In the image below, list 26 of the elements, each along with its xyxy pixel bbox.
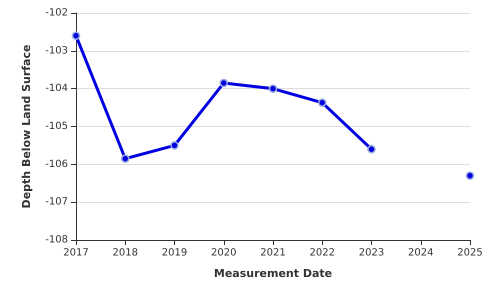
point xyxy=(318,98,326,107)
y-tick-label: -104 xyxy=(45,83,68,94)
y-tick-label: -106 xyxy=(45,158,68,170)
x-tick-label: 2023 xyxy=(358,248,384,258)
point xyxy=(121,154,130,163)
x-tick-label: 2020 xyxy=(211,248,236,258)
x-tick-label: 2024 xyxy=(408,248,434,258)
point xyxy=(268,84,278,93)
point xyxy=(72,31,80,40)
x-tick-label: 2021 xyxy=(260,248,286,258)
y-tick-label: -107 xyxy=(45,196,68,208)
x-tick-label: 2025 xyxy=(457,248,483,258)
y-tick-label: -105 xyxy=(45,121,68,132)
y-axis-title: Depth Below Land Surface xyxy=(20,44,33,208)
x-tick-label: 2018 xyxy=(112,248,138,258)
y-tick-label: -102 xyxy=(45,8,68,18)
y-tick-label: -103 xyxy=(45,45,68,56)
x-axis-title: Measurement Date xyxy=(214,267,332,280)
y-tick-label: -108 xyxy=(45,234,68,246)
point xyxy=(466,171,474,180)
x-tick-label: 2017 xyxy=(63,248,89,258)
x-tick-label: 2019 xyxy=(162,248,188,258)
point xyxy=(367,144,376,154)
x-tick-label: 2022 xyxy=(310,248,335,258)
point xyxy=(170,141,179,150)
point xyxy=(220,78,228,88)
